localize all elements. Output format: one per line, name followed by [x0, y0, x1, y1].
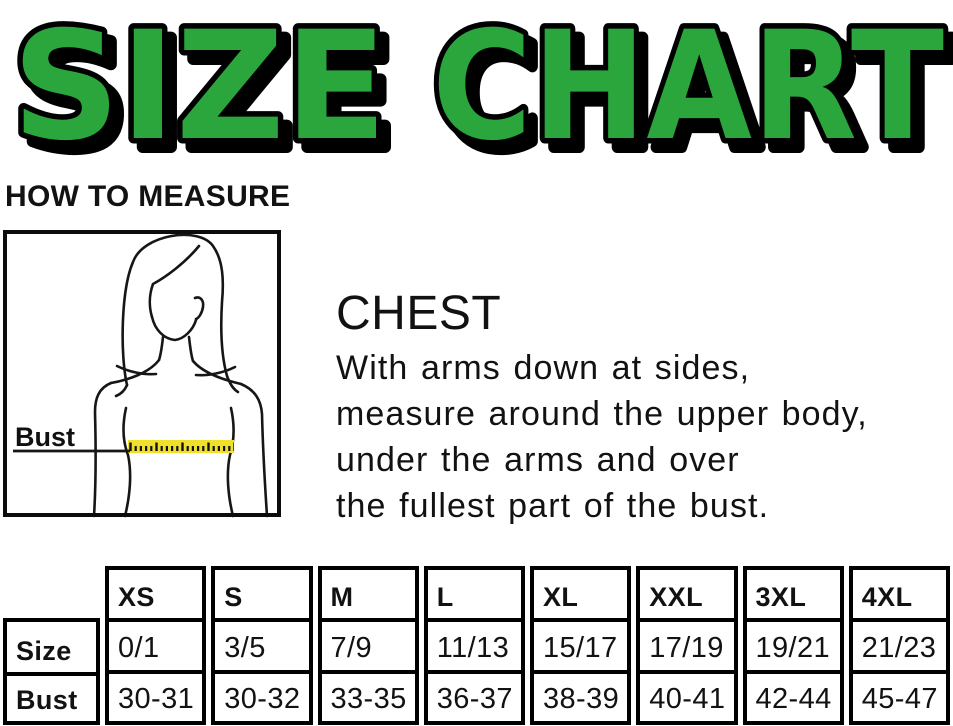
size-value-cell: 7/9 [321, 618, 415, 670]
table-column-xl: XL 15/17 38-39 [530, 566, 632, 725]
bust-value-cell: 40-41 [640, 670, 734, 721]
chest-instructions: CHEST With arms down at sides, measure a… [336, 287, 868, 529]
size-value-cell: 19/21 [746, 618, 840, 670]
table-column-s: S 3/5 30-32 [211, 566, 313, 725]
row-label-bust: Bust [7, 672, 96, 721]
title-word-chart: CHART [432, 0, 944, 170]
row-label-column: Size Bust [3, 618, 100, 725]
size-value-cell: 15/17 [534, 618, 628, 670]
row-label-size: Size [16, 636, 72, 666]
table-column-l: L 11/13 36-37 [423, 566, 525, 725]
bust-value-cell: 30-31 [109, 670, 203, 721]
title-word-size: SIZE [12, 0, 387, 170]
size-header-cell: 3XL [755, 582, 807, 612]
size-header-cell: L [436, 582, 454, 612]
size-header-cell: XS [118, 582, 155, 612]
bust-value-cell: 45-47 [852, 670, 946, 721]
bust-figure-label: Bust [15, 422, 75, 452]
bust-value-cell: 33-35 [321, 670, 415, 721]
size-value-cell: 11/13 [427, 618, 521, 670]
page-title-graphic: SIZE CHART SIZE CHART [7, 0, 953, 170]
size-chart-table: Size Bust XS 0/1 30-31 S 3/5 30-32 M 7/9… [3, 566, 950, 725]
measurement-figure: Bust [3, 230, 281, 518]
size-value-cell: 21/23 [852, 618, 946, 670]
size-value-cell: 0/1 [109, 618, 203, 670]
bust-value-cell: 30-32 [215, 670, 309, 721]
title-word-chart-shadow: CHART [441, 9, 953, 170]
table-column-3xl: 3XL 19/21 42-44 [742, 566, 844, 725]
how-to-measure-heading: HOW TO MEASURE [5, 180, 291, 213]
chest-heading: CHEST [336, 287, 502, 340]
instruction-line: the fullest part of the bust. [336, 487, 770, 525]
bust-value-cell: 38-39 [534, 670, 628, 721]
size-header-cell: XL [543, 582, 579, 612]
figure-frame [3, 230, 281, 517]
size-value-cell: 3/5 [215, 618, 309, 670]
bust-value-cell: 42-44 [746, 670, 840, 721]
woman-outline-illustration [92, 233, 269, 518]
table-column-4xl: 4XL 21/23 45-47 [848, 566, 950, 725]
bust-measuring-tape [128, 440, 234, 453]
chest-instruction-text: With arms down at sides, measure around … [336, 345, 868, 529]
instruction-line: measure around the upper body, [336, 395, 868, 433]
table-column-xxl: XXL 17/19 40-41 [636, 566, 738, 725]
size-header-cell: XXL [649, 582, 703, 612]
size-header-cell: S [224, 582, 243, 612]
table-column-m: M 7/9 33-35 [317, 566, 419, 725]
table-column-xs: XS 0/1 30-31 [105, 566, 207, 725]
title-word-size-shadow: SIZE [21, 9, 396, 170]
size-header-cell: M [330, 582, 354, 612]
instruction-line: under the arms and over [336, 441, 740, 479]
size-value-cell: 17/19 [640, 618, 734, 670]
bust-value-cell: 36-37 [427, 670, 521, 721]
size-header-cell: 4XL [861, 582, 913, 612]
instruction-line: With arms down at sides, [336, 349, 751, 387]
